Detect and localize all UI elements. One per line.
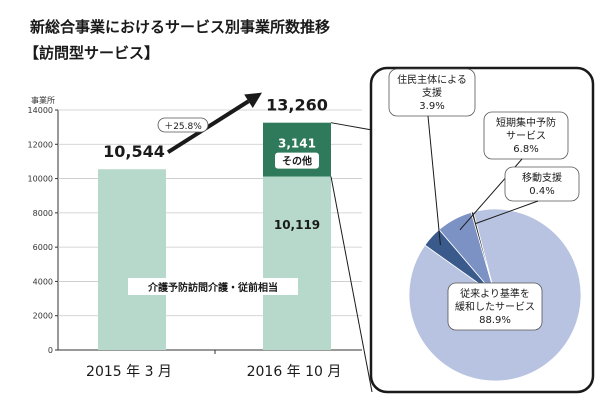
x-axis-labels: 2015 年 3 月 2016 年 10 月 xyxy=(86,364,341,380)
bar-segment-base xyxy=(98,169,166,350)
pie-slice-label: 短期集中予防 xyxy=(496,116,556,129)
bar-group xyxy=(98,122,331,350)
pie-slice-value: 3.9% xyxy=(419,101,444,112)
total-label: 13,260 xyxy=(266,96,328,115)
growth-arrow-head xyxy=(244,92,262,109)
y-tick-label: 14000 xyxy=(28,106,53,115)
connector-line xyxy=(330,122,373,131)
series-label-box xyxy=(128,278,298,295)
y-tick-label: 12000 xyxy=(28,140,53,149)
series-label-base: 介護予防訪問介護・従前相当 xyxy=(147,281,278,294)
y-tick-label: 6000 xyxy=(33,243,53,252)
pie-slice-value: 88.9% xyxy=(479,315,511,326)
pie-slice xyxy=(470,211,496,296)
pie-callout-leader xyxy=(475,200,539,225)
y-axis-title: 事業所 xyxy=(31,95,55,105)
pie-callout-box xyxy=(483,111,569,160)
pie-callout-leader xyxy=(427,115,441,246)
y-tick-label: 10000 xyxy=(28,175,53,184)
pie-slice-label: 住民主体による xyxy=(397,73,467,86)
y-tick-label: 2000 xyxy=(33,312,53,321)
y-tick-label: 0 xyxy=(48,346,53,355)
bar-labels: 10,544 13,260 ＋25.8% 3,141 その他 10,119 介護予防訪問介護… xyxy=(103,92,373,393)
x-tick-label: 2016 年 10 月 xyxy=(247,364,342,380)
growth-label-box xyxy=(157,117,209,133)
chart-subtitle: 【訪問型サービス】 xyxy=(24,44,159,62)
pie-slice-label: サービス xyxy=(506,130,546,142)
segment-value-label: 10,119 xyxy=(274,218,320,232)
pie-callout-box xyxy=(504,166,580,202)
connector-line xyxy=(330,176,373,393)
series-label-box xyxy=(275,152,319,169)
bar-chart: 事業所 0 2000 4000 6000 8000 10000 12000 14000 201… xyxy=(28,92,373,393)
growth-label: ＋25.8% xyxy=(164,121,202,132)
total-label: 10,544 xyxy=(103,142,165,161)
pie-slice-label: 支援 xyxy=(422,86,442,99)
pie-slice-label: 移動支援 xyxy=(522,171,562,184)
segment-value-label: 3,141 xyxy=(278,137,316,151)
series-label-other: その他 xyxy=(282,155,312,168)
growth-arrow-line xyxy=(166,99,250,154)
chart-title: 新総合事業におけるサービス別事業所数推移 xyxy=(30,18,330,36)
pie-slice-value: 6.8% xyxy=(513,144,538,155)
y-tick-label: 8000 xyxy=(33,209,53,218)
pie-slice-value: 0.4% xyxy=(529,186,554,197)
pie-callout-box xyxy=(388,68,476,117)
x-tick-label: 2015 年 3 月 xyxy=(86,364,172,380)
pie-callout-box xyxy=(447,282,543,331)
pie-slice-label: 従来より基準を xyxy=(460,287,530,300)
bar-segment-base xyxy=(263,176,331,350)
pie-slice-label: 緩和したサービス xyxy=(455,300,535,313)
y-tick-label: 4000 xyxy=(33,277,53,286)
